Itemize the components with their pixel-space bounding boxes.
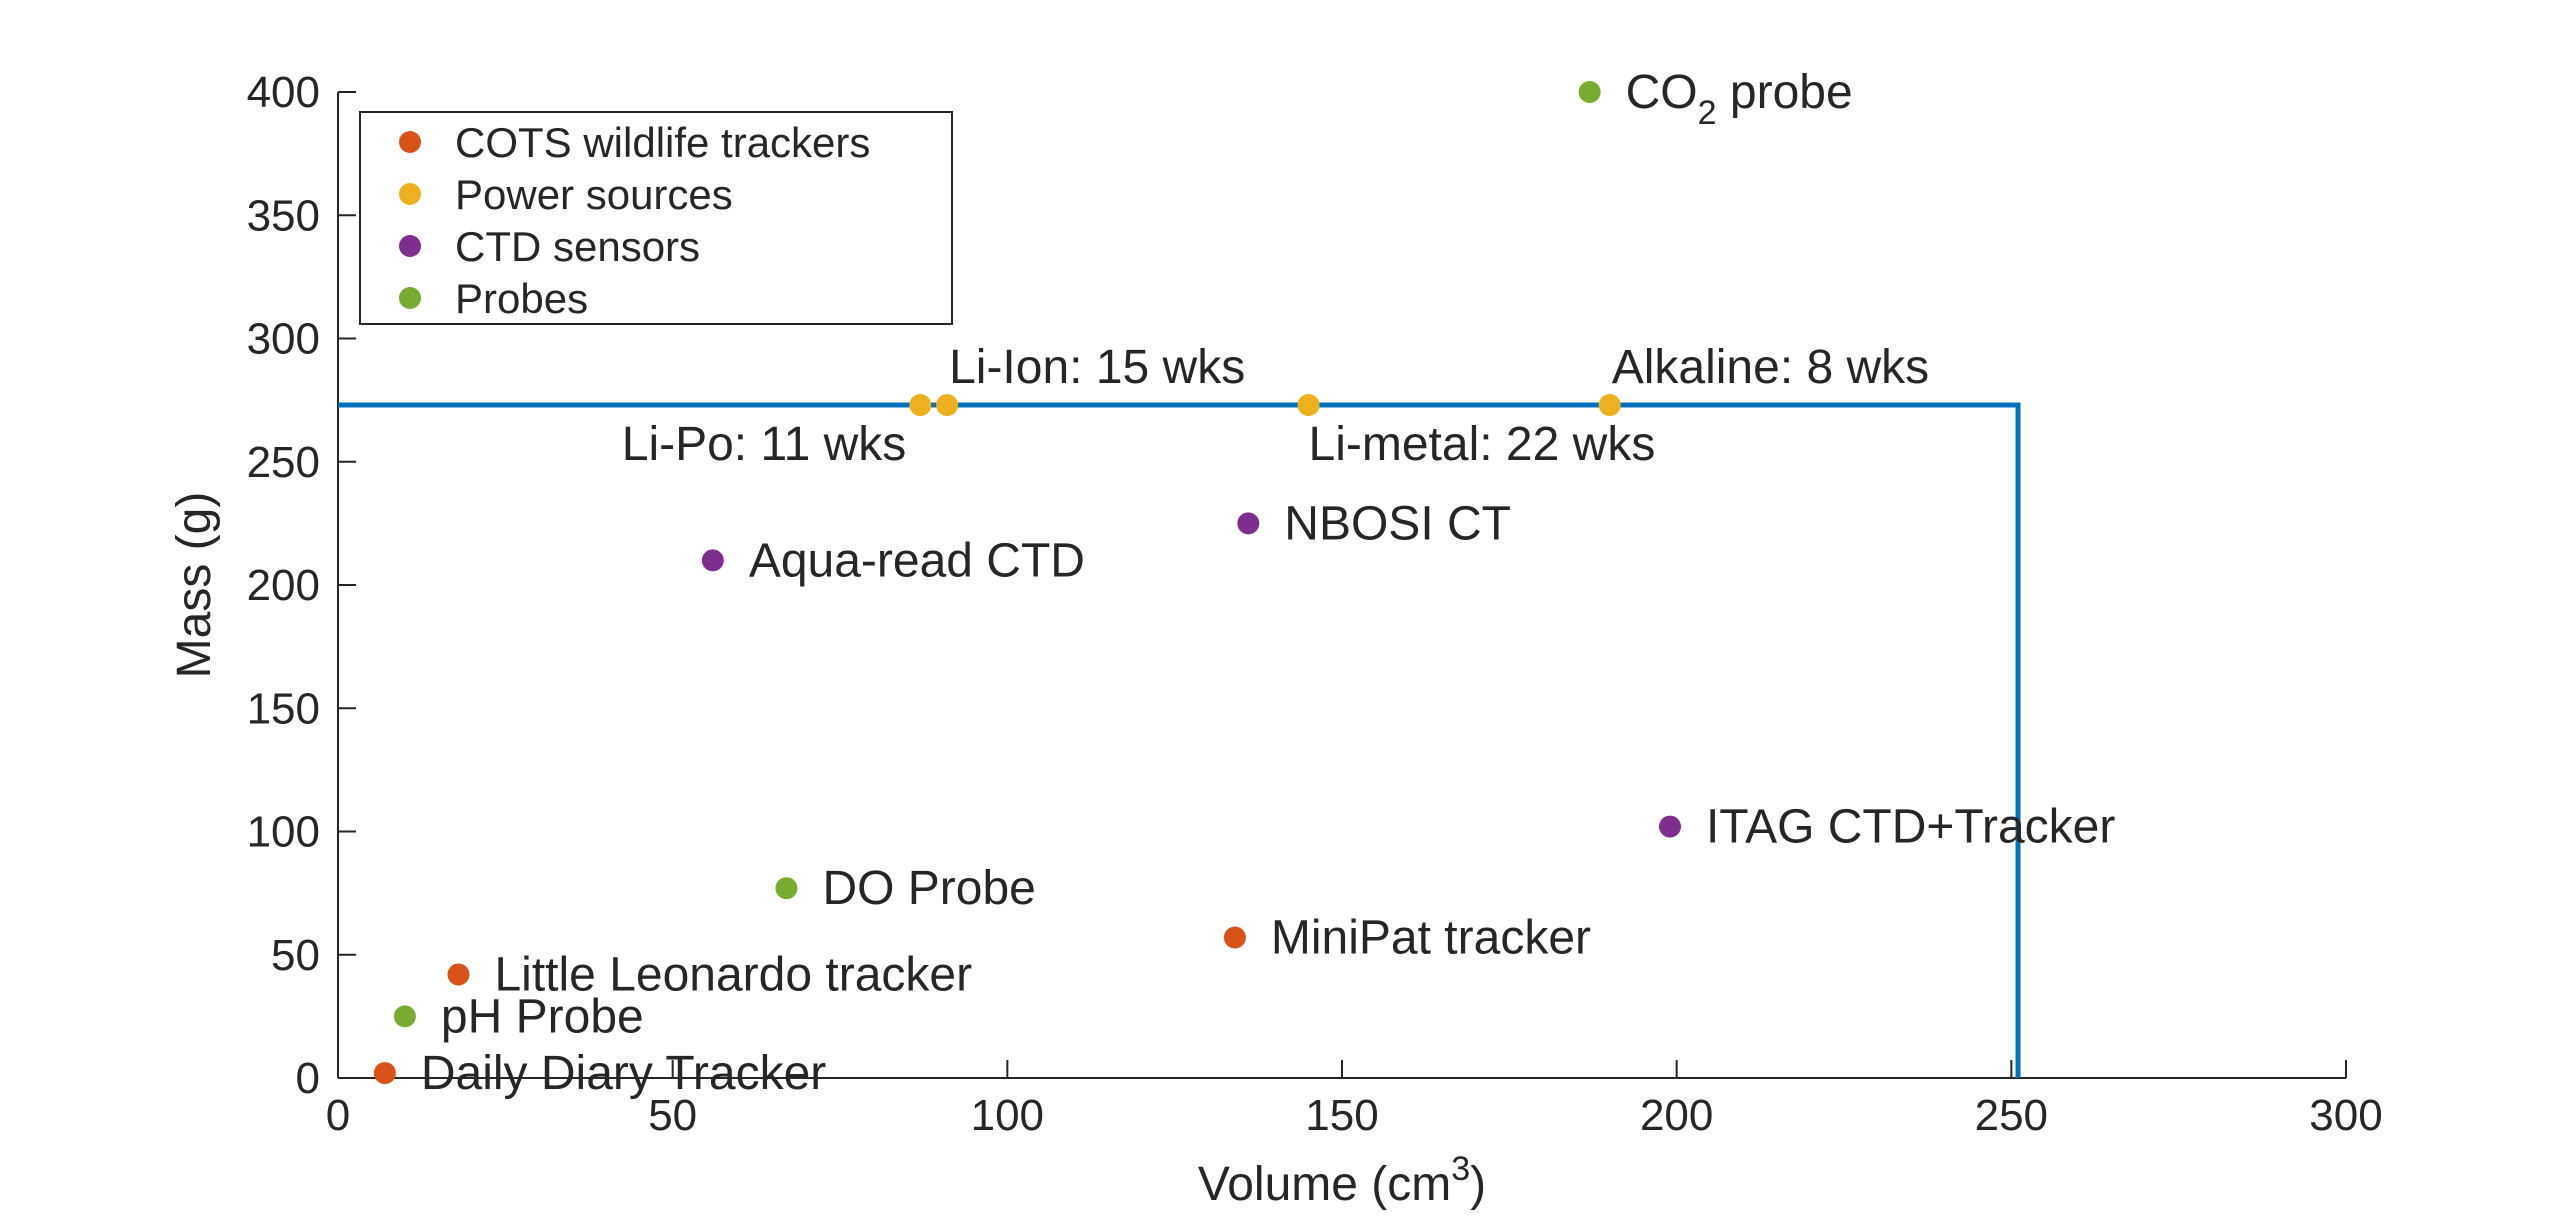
data-point — [909, 394, 932, 417]
point-label: Aqua-read CTD — [749, 534, 1085, 587]
y-tick-label: 250 — [247, 438, 320, 487]
point-label: CO2 probe — [1626, 66, 1853, 132]
legend-label: COTS wildlife trackers — [455, 119, 870, 166]
data-point — [775, 877, 798, 900]
legend-label: CTD sensors — [455, 223, 700, 270]
data-point — [936, 394, 959, 417]
point-label: Little Leonardo tracker — [494, 948, 972, 1001]
y-tick-label: 100 — [247, 808, 320, 857]
x-axis-label: Volume (cm3) — [1198, 1150, 1486, 1211]
y-tick-label: 150 — [247, 684, 320, 733]
y-tick-label: 350 — [247, 191, 320, 240]
point-label: NBOSI CT — [1284, 497, 1511, 550]
x-tick-label: 0 — [326, 1091, 350, 1140]
legend-marker — [399, 183, 421, 205]
data-point — [447, 963, 470, 986]
y-tick-label: 400 — [247, 68, 320, 117]
data-point — [1578, 81, 1601, 103]
point-label: Daily Diary Tracker — [421, 1047, 826, 1100]
data-point — [1223, 926, 1246, 949]
axes: 0 50 100 150 200 250 300 0 50 100 150 200 250 300 350 4… — [168, 68, 2383, 1211]
point-label: Li-Ion: 15 wks — [949, 341, 1245, 394]
y-tick-label: 50 — [271, 931, 320, 980]
y-tick-label: 300 — [247, 315, 320, 364]
y-axis-label: Mass (g) — [168, 492, 221, 679]
x-tick-label: 300 — [2309, 1091, 2382, 1140]
legend-marker — [399, 235, 421, 257]
x-tick-label: 150 — [1305, 1091, 1378, 1140]
point-label: MiniPat tracker — [1271, 911, 1591, 964]
legend-box — [359, 111, 953, 325]
x-tick-label: 250 — [1975, 1091, 2048, 1140]
data-point — [373, 1062, 396, 1085]
legend-label: Power sources — [455, 171, 733, 218]
point-label: pH Probe — [441, 990, 644, 1043]
x-tick-label: 50 — [648, 1091, 697, 1140]
y-tick-label: 200 — [247, 561, 320, 610]
data-point — [1598, 394, 1621, 417]
y-tick-label: 0 — [296, 1054, 320, 1103]
data-point — [1237, 512, 1260, 535]
point-label: Li-Po: 11 wks — [622, 418, 907, 471]
legend-label: Probes — [455, 275, 588, 322]
point-labels: Little Leonardo tracker Daily Diary Track… — [421, 66, 2115, 1100]
legend-marker — [399, 287, 421, 309]
legend-marker — [399, 131, 421, 153]
point-label: ITAG CTD+Tracker — [1706, 801, 2115, 854]
limit-line-group — [338, 402, 2021, 1078]
data-point — [393, 1005, 416, 1028]
data-point — [701, 549, 724, 572]
data-point — [1297, 394, 1320, 417]
x-tick-label: 200 — [1640, 1091, 1713, 1140]
data-point — [1658, 815, 1681, 838]
x-tick-label: 100 — [971, 1091, 1044, 1140]
point-label: Alkaline: 8 wks — [1612, 341, 1929, 394]
point-label: Li-metal: 22 wks — [1309, 418, 1656, 471]
limit-line — [338, 402, 2021, 1078]
point-label: DO Probe — [822, 862, 1035, 915]
legend: COTS wildlife trackers Power sources CTD s… — [359, 111, 953, 325]
data-points — [373, 81, 1681, 1085]
